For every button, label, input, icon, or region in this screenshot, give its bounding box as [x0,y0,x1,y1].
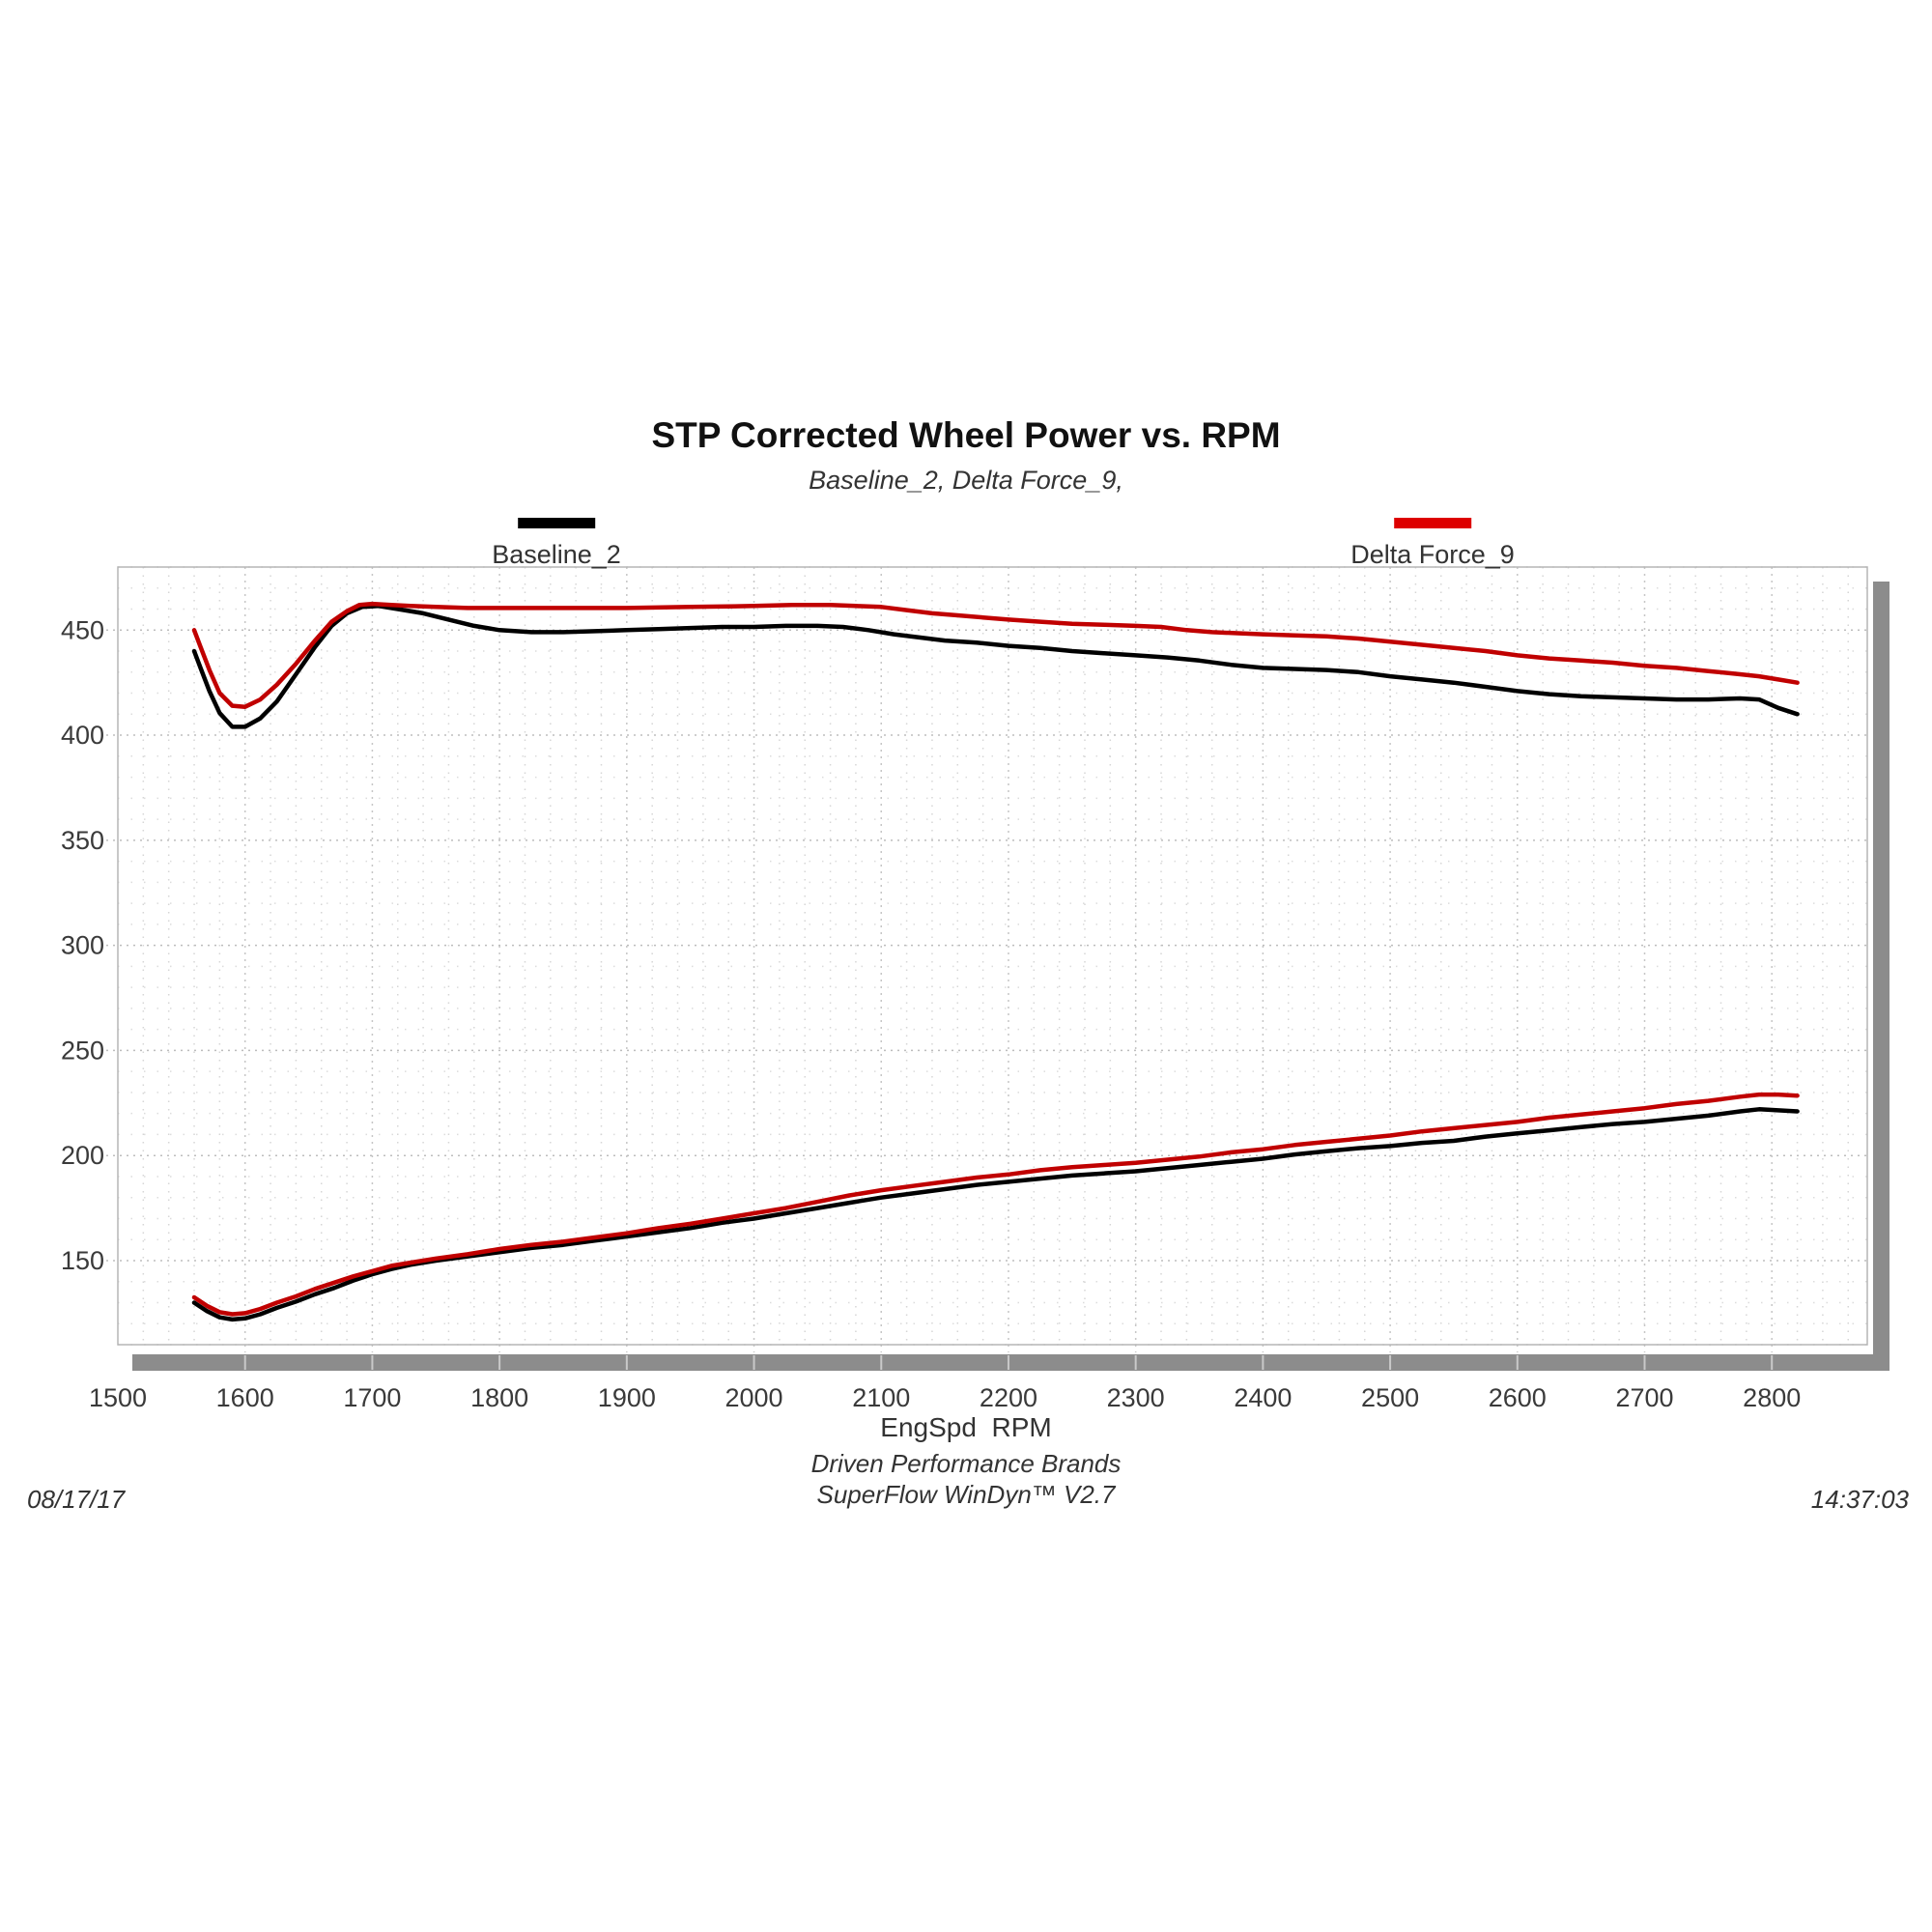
page-title: STP Corrected Wheel Power vs. RPM [651,415,1281,455]
legend-item-deltaforce: Delta Force_9 [1350,518,1515,570]
gridlines [106,566,1867,1352]
x-tick-label: 2500 [1361,1383,1419,1412]
y-tick-labels: 150 200 250 300 350 400 450 [61,615,104,1275]
legend-label-deltaforce: Delta Force_9 [1350,540,1515,569]
series-line [191,604,1800,729]
x-tick-label: 2000 [725,1383,783,1412]
x-tick-label: 1800 [470,1383,528,1412]
x-tick-label: 2700 [1615,1383,1673,1412]
legend-swatch-deltaforce [1394,518,1471,528]
x-axis-label: EngSpd RPM [880,1412,1052,1442]
x-tick-label: 2400 [1234,1383,1292,1412]
plot-border [117,566,1868,1346]
x-tick-label: 1900 [598,1383,656,1412]
series-line [191,1107,1800,1322]
footer-brand-line: Driven Performance Brands [810,1449,1122,1478]
y-tick-label: 150 [61,1246,104,1275]
y-tick-label: 400 [61,721,104,750]
legend-item-baseline: Baseline_2 [492,518,621,570]
x-tick-label: 1700 [343,1383,401,1412]
legend-label-baseline: Baseline_2 [492,540,621,569]
x-tick-label: 2100 [852,1383,910,1412]
axis-shadow-bottom [132,1354,1889,1371]
x-tick-label: 1600 [216,1383,274,1412]
time-stamp: 14:37:03 [1810,1485,1909,1514]
plot-background [118,567,1867,1345]
chart-subtitle: Baseline_2, Delta Force_9, [809,466,1123,495]
data-series [191,601,1800,1322]
x-tick-labels: 1500 1600 1700 1800 1900 2000 2100 2200 2300 2400… [89,1383,1801,1412]
y-tick-label: 450 [61,615,104,644]
axis-shadow-right [1873,582,1889,1371]
y-tick-label: 200 [61,1141,104,1170]
footer-software-line: SuperFlow WinDyn™ V2.7 [816,1480,1116,1509]
y-tick-label: 300 [61,931,104,960]
date-stamp: 08/17/17 [27,1485,126,1514]
x-tick-label: 2200 [980,1383,1037,1412]
y-tick-label: 250 [61,1036,104,1065]
series-line [191,1092,1800,1317]
x-tick-label: 2800 [1743,1383,1801,1412]
y-tick-label: 350 [61,826,104,855]
x-tick-label: 1500 [89,1383,147,1412]
x-tick-label: 2300 [1107,1383,1165,1412]
legend-swatch-baseline [517,518,595,528]
x-tick-label: 2600 [1489,1383,1547,1412]
series-line [191,601,1800,709]
